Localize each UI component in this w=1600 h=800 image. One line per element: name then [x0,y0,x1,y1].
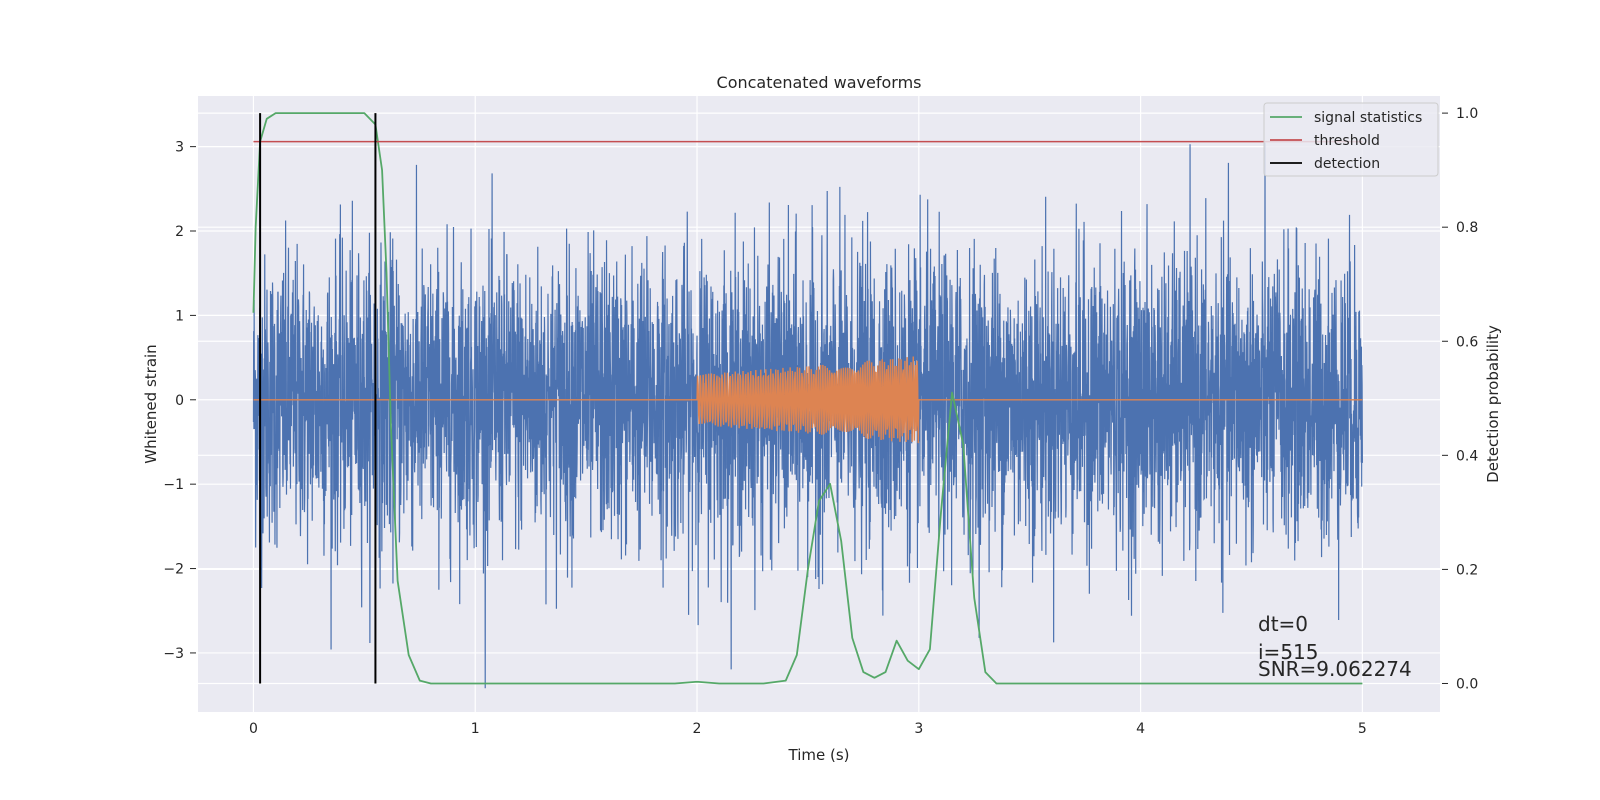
y-axis-label: Whitened strain [142,344,160,463]
y2-tick-label: 0.2 [1456,562,1478,578]
x-tick-label: 1 [471,721,480,737]
y2-tick-label: 0.0 [1456,676,1478,692]
legend-label-signal-statistics: signal statistics [1314,110,1422,126]
x-tick-label: 5 [1358,721,1367,737]
signal-statistics-line [252,112,1363,685]
annotation-index: i=515 [1258,640,1319,664]
annotation-snr: SNR=9.062274 [1258,657,1412,681]
y2-tick-label: 0.8 [1456,220,1478,236]
annotation-dt: dt=0 [1258,612,1308,636]
y-tick-label: −3 [163,646,184,662]
chart-title: Concatenated waveforms [717,73,922,92]
legend-label-detection: detection [1314,156,1380,172]
y-tick-label: 0 [175,393,184,409]
y-tick-label: 2 [175,224,184,240]
y-tick-label: 3 [175,140,184,156]
y-tick-label: 1 [175,308,184,324]
legend-box [1263,102,1439,177]
x-tick-label: 3 [914,721,923,737]
legend-label-threshold: threshold [1314,133,1380,149]
y2-axis-label: Detection probability [1484,325,1502,483]
x-axis-label: Time (s) [788,746,850,764]
y2-tick-label: 0.6 [1456,334,1478,350]
series-layer [252,112,1363,689]
x-tick-label: 0 [249,721,258,737]
injected-waveform-line [253,356,1363,444]
y2-tick-label: 1.0 [1456,106,1478,122]
x-tick-label: 2 [693,721,702,737]
x-tick-label: 4 [1136,721,1145,737]
y-tick-label: −2 [163,562,184,578]
y-tick-label: −1 [163,477,184,493]
legend: signal statistics threshold detection [1263,102,1439,177]
tick-labels: 0 1 2 3 4 5 −3 −2 −1 0 1 2 3 0.0 0.2 0.4 0.6 0.8 1.0 [163,106,1478,737]
y2-tick-label: 0.4 [1456,448,1478,464]
